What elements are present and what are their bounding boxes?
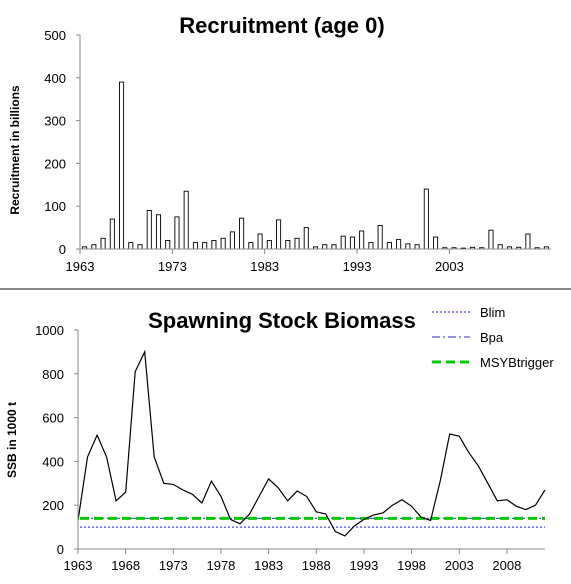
ssb-y-tick-label: 200 xyxy=(42,498,64,513)
recruitment-bar xyxy=(349,236,355,250)
recruitment-bar xyxy=(192,242,198,250)
recruitment-bar xyxy=(146,210,152,250)
recruitment-x-ticks: 1963 1973 1983 1993 2003 xyxy=(66,249,464,274)
recruitment-bar xyxy=(155,214,162,250)
ssb-y-tick-label: 1000 xyxy=(35,323,64,338)
recruitment-bar xyxy=(128,242,134,250)
recruitment-bar xyxy=(119,81,125,250)
recruitment-bar xyxy=(100,237,106,250)
ssb-y-tick-label: 0 xyxy=(57,542,64,557)
recruitment-bars xyxy=(82,81,549,250)
legend-label-msybtrigger: MSYBtrigger xyxy=(480,355,554,370)
ssb-x-tick-label: 1973 xyxy=(159,558,188,573)
recruitment-bar xyxy=(266,239,272,250)
ssb-x-tick-label: 2003 xyxy=(445,558,474,573)
legend-label-blim: Blim xyxy=(480,305,505,320)
recruitment-y-tick-label: 0 xyxy=(59,242,66,257)
recruitment-bar xyxy=(497,244,503,250)
ssb-y-tick-label: 600 xyxy=(42,411,64,426)
recruitment-x-tick-label: 1993 xyxy=(343,259,372,274)
ssb-y-tick-label: 800 xyxy=(42,367,64,382)
recruitment-bar xyxy=(276,219,282,250)
recruitment-bar xyxy=(183,190,189,250)
recruitment-y-tick-label: 400 xyxy=(44,71,66,86)
recruitment-bar xyxy=(377,225,383,250)
legend-label-bpa: Bpa xyxy=(480,330,504,345)
recruitment-x-tick-label: 1963 xyxy=(66,259,95,274)
recruitment-bar xyxy=(423,188,429,250)
recruitment-y-tick-label: 500 xyxy=(44,28,66,43)
ssb-x-tick-label: 1988 xyxy=(302,558,331,573)
recruitment-y-axis-label: Recruitment in billions xyxy=(8,85,22,215)
recruitment-bar xyxy=(202,242,208,250)
recruitment-bar xyxy=(359,230,365,250)
recruitment-title: Recruitment (age 0) xyxy=(179,13,384,38)
recruitment-bar xyxy=(109,218,115,250)
ssb-chart: Spawning Stock Biomass SSB in 1000 t 0 20… xyxy=(5,305,554,573)
recruitment-bar xyxy=(386,242,392,250)
recruitment-bar xyxy=(396,239,402,250)
recruitment-bar xyxy=(488,229,494,250)
recruitment-bar xyxy=(257,233,263,250)
ssb-reference-lines xyxy=(80,516,545,528)
recruitment-y-tick-label: 300 xyxy=(44,114,66,129)
recruitment-bar xyxy=(331,244,337,250)
recruitment-bar xyxy=(414,244,420,250)
recruitment-bar xyxy=(220,237,226,250)
ssb-x-tick-label: 1963 xyxy=(64,558,93,573)
ssb-x-tick-label: 1998 xyxy=(397,558,426,573)
ssb-x-tick-label: 1983 xyxy=(254,558,283,573)
recruitment-bar xyxy=(229,231,235,250)
recruitment-bar xyxy=(433,236,439,250)
ssb-series-line xyxy=(77,349,546,537)
recruitment-y-ticks: 0 100 200 300 400 500 xyxy=(44,28,80,257)
recruitment-bar xyxy=(303,227,309,250)
recruitment-bar xyxy=(137,244,143,250)
ssb-y-ticks: 0 200 400 600 800 1000 xyxy=(35,323,78,557)
recruitment-x-tick-label: 2003 xyxy=(435,259,464,274)
ssb-x-tick-label: 1968 xyxy=(111,558,140,573)
ssb-title: Spawning Stock Biomass xyxy=(148,308,416,333)
recruitment-bar xyxy=(239,217,245,250)
recruitment-bar xyxy=(340,235,346,250)
recruitment-bar xyxy=(248,242,254,250)
recruitment-bar xyxy=(165,239,171,250)
ssb-legend: Blim Bpa MSYBtrigger xyxy=(432,305,554,370)
recruitment-bar xyxy=(91,244,97,250)
ssb-x-ticks: 1963 1968 1973 1978 1983 1988 1993 1998 2003 2008 xyxy=(64,549,521,573)
recruitment-x-tick-label: 1973 xyxy=(158,259,187,274)
recruitment-bar xyxy=(294,237,300,250)
recruitment-bar xyxy=(174,216,180,250)
ssb-y-tick-label: 400 xyxy=(42,454,64,469)
recruitment-bar xyxy=(322,244,328,250)
recruitment-bar xyxy=(285,239,291,250)
recruitment-bar xyxy=(525,233,531,250)
ssb-y-axis-label: SSB in 1000 t xyxy=(5,402,19,478)
recruitment-chart: Recruitment (age 0) Recruitment in billi… xyxy=(8,13,551,274)
recruitment-x-tick-label: 1983 xyxy=(250,259,279,274)
recruitment-y-tick-label: 100 xyxy=(44,199,66,214)
ssb-x-tick-label: 2008 xyxy=(492,558,521,573)
recruitment-bar xyxy=(211,239,217,250)
recruitment-y-tick-label: 200 xyxy=(44,156,66,171)
ssb-x-tick-label: 1978 xyxy=(206,558,235,573)
recruitment-bar xyxy=(368,242,374,250)
ssb-x-tick-label: 1993 xyxy=(349,558,378,573)
recruitment-bar xyxy=(405,243,411,250)
